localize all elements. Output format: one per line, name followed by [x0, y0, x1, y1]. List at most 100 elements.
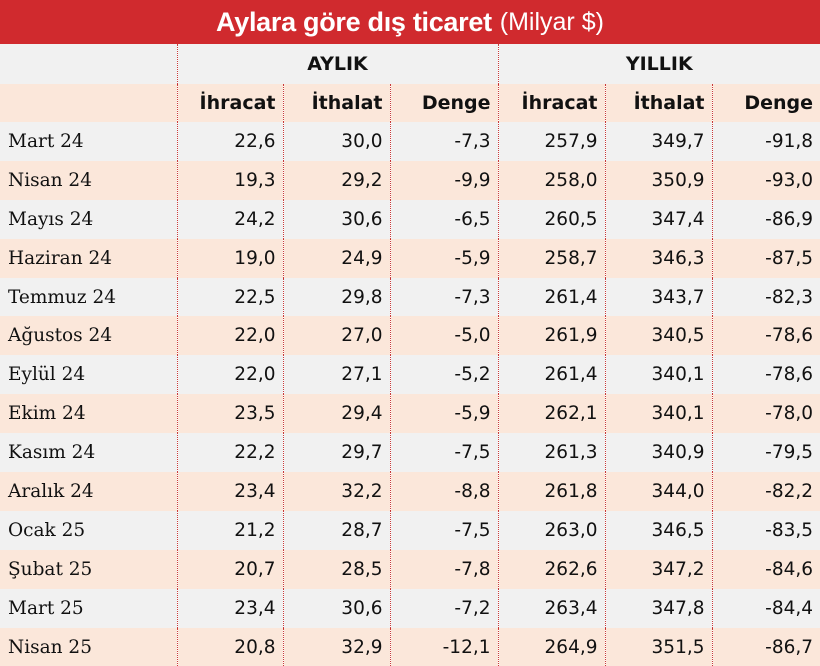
monthly-imports-cell: 29,4: [282, 394, 390, 434]
month-cell: Şubat 25: [0, 549, 177, 589]
column-header-annual-imports: İthalat: [604, 84, 712, 122]
column-header-annual-exports: İhracat: [497, 84, 605, 122]
table-row: Ekim 24 23,5 29,4 -5,9 262,1 340,1 -78,0: [0, 394, 820, 434]
monthly-exports-cell: 20,7: [176, 549, 283, 589]
annual-imports-cell: 340,9: [604, 433, 712, 473]
monthly-imports-cell: 30,0: [282, 122, 390, 161]
table-row: Mart 24 22,6 30,0 -7,3 257,9 349,7 -91,8: [0, 122, 820, 161]
monthly-exports-cell: 19,3: [176, 160, 283, 200]
annual-balance-cell: -86,7: [711, 627, 820, 666]
monthly-balance-cell: -7,2: [389, 588, 498, 628]
monthly-imports-cell: 28,5: [282, 549, 390, 589]
annual-exports-cell: 262,1: [497, 394, 605, 434]
monthly-imports-cell: 30,6: [282, 199, 390, 239]
monthly-exports-cell: 22,0: [176, 316, 283, 356]
annual-exports-cell: 257,9: [497, 122, 605, 161]
annual-imports-cell: 347,8: [604, 588, 712, 628]
annual-balance-cell: -87,5: [711, 238, 820, 278]
monthly-balance-cell: -12,1: [389, 627, 498, 666]
corner-cell: [0, 44, 177, 84]
table-row: Şubat 25 20,7 28,5 -7,8 262,6 347,2 -84,6: [0, 549, 820, 589]
monthly-balance-cell: -7,3: [389, 122, 498, 161]
annual-balance-cell: -78,6: [711, 355, 820, 395]
monthly-exports-cell: 20,8: [176, 627, 283, 666]
monthly-exports-cell: 23,5: [176, 394, 283, 434]
annual-exports-cell: 261,8: [497, 472, 605, 511]
month-cell: Ağustos 24: [0, 316, 177, 356]
table-row: Mart 25 23,4 30,6 -7,2 263,4 347,8 -84,4: [0, 588, 820, 628]
month-cell: Kasım 24: [0, 433, 177, 473]
table-row: Ocak 25 21,2 28,7 -7,5 263,0 346,5 -83,5: [0, 510, 820, 550]
month-cell: Nisan 25: [0, 627, 177, 666]
table-row: Nisan 25 20,8 32,9 -12,1 264,9 351,5 -86,7: [0, 627, 820, 666]
monthly-exports-cell: 23,4: [176, 472, 283, 511]
monthly-exports-cell: 22,2: [176, 433, 283, 473]
month-cell: Ocak 25: [0, 510, 177, 550]
annual-balance-cell: -84,6: [711, 549, 820, 589]
annual-exports-cell: 262,6: [497, 549, 605, 589]
monthly-imports-cell: 28,7: [282, 510, 390, 550]
table-row: Aralık 24 23,4 32,2 -8,8 261,8 344,0 -82,2: [0, 472, 820, 511]
corner-cell: [0, 84, 177, 122]
monthly-balance-cell: -8,8: [389, 472, 498, 511]
monthly-imports-cell: 30,6: [282, 588, 390, 628]
monthly-exports-cell: 21,2: [176, 510, 283, 550]
trade-table: AYLIK YILLIK İhracat İthalat Denge İhrac…: [0, 44, 820, 666]
annual-imports-cell: 344,0: [604, 472, 712, 511]
annual-imports-cell: 346,3: [604, 238, 712, 278]
annual-imports-cell: 340,1: [604, 394, 712, 434]
annual-balance-cell: -86,9: [711, 199, 820, 239]
annual-exports-cell: 258,0: [497, 160, 605, 200]
title-bar: Aylara göre dış ticaret (Milyar $): [0, 0, 820, 44]
group-header-row: AYLIK YILLIK: [0, 44, 820, 84]
annual-exports-cell: 261,9: [497, 316, 605, 356]
annual-exports-cell: 261,3: [497, 433, 605, 473]
annual-imports-cell: 350,9: [604, 160, 712, 200]
monthly-imports-cell: 32,2: [282, 472, 390, 511]
table-row: Nisan 24 19,3 29,2 -9,9 258,0 350,9 -93,0: [0, 160, 820, 200]
annual-balance-cell: -91,8: [711, 122, 820, 161]
group-header-monthly: AYLIK: [176, 44, 498, 84]
month-cell: Mart 25: [0, 588, 177, 628]
month-cell: Mayıs 24: [0, 199, 177, 239]
annual-imports-cell: 349,7: [604, 122, 712, 161]
annual-exports-cell: 261,4: [497, 355, 605, 395]
annual-balance-cell: -82,2: [711, 472, 820, 511]
column-header-annual-balance: Denge: [711, 84, 820, 122]
monthly-balance-cell: -5,9: [389, 394, 498, 434]
column-header-row: İhracat İthalat Denge İhracat İthalat De…: [0, 84, 820, 122]
table-row: Eylül 24 22,0 27,1 -5,2 261,4 340,1 -78,6: [0, 355, 820, 395]
annual-exports-cell: 263,0: [497, 510, 605, 550]
month-cell: Aralık 24: [0, 472, 177, 511]
monthly-balance-cell: -5,0: [389, 316, 498, 356]
monthly-balance-cell: -5,2: [389, 355, 498, 395]
annual-balance-cell: -93,0: [711, 160, 820, 200]
table-row: Haziran 24 19,0 24,9 -5,9 258,7 346,3 -87,5: [0, 238, 820, 278]
annual-exports-cell: 261,4: [497, 277, 605, 317]
monthly-balance-cell: -6,5: [389, 199, 498, 239]
annual-balance-cell: -78,0: [711, 394, 820, 434]
annual-imports-cell: 346,5: [604, 510, 712, 550]
month-cell: Eylül 24: [0, 355, 177, 395]
month-cell: Temmuz 24: [0, 277, 177, 317]
annual-exports-cell: 258,7: [497, 238, 605, 278]
annual-imports-cell: 343,7: [604, 277, 712, 317]
column-header-monthly-balance: Denge: [389, 84, 498, 122]
annual-balance-cell: -83,5: [711, 510, 820, 550]
monthly-balance-cell: -7,5: [389, 433, 498, 473]
monthly-exports-cell: 19,0: [176, 238, 283, 278]
column-header-monthly-exports: İhracat: [176, 84, 283, 122]
annual-balance-cell: -82,3: [711, 277, 820, 317]
monthly-balance-cell: -7,3: [389, 277, 498, 317]
monthly-exports-cell: 22,5: [176, 277, 283, 317]
month-cell: Ekim 24: [0, 394, 177, 434]
table-row: Ağustos 24 22,0 27,0 -5,0 261,9 340,5 -78,6: [0, 316, 820, 356]
annual-imports-cell: 351,5: [604, 627, 712, 666]
monthly-balance-cell: -7,8: [389, 549, 498, 589]
annual-imports-cell: 340,5: [604, 316, 712, 356]
monthly-imports-cell: 24,9: [282, 238, 390, 278]
monthly-exports-cell: 23,4: [176, 588, 283, 628]
chart-title: Aylara göre dış ticaret: [216, 6, 492, 37]
monthly-exports-cell: 22,0: [176, 355, 283, 395]
